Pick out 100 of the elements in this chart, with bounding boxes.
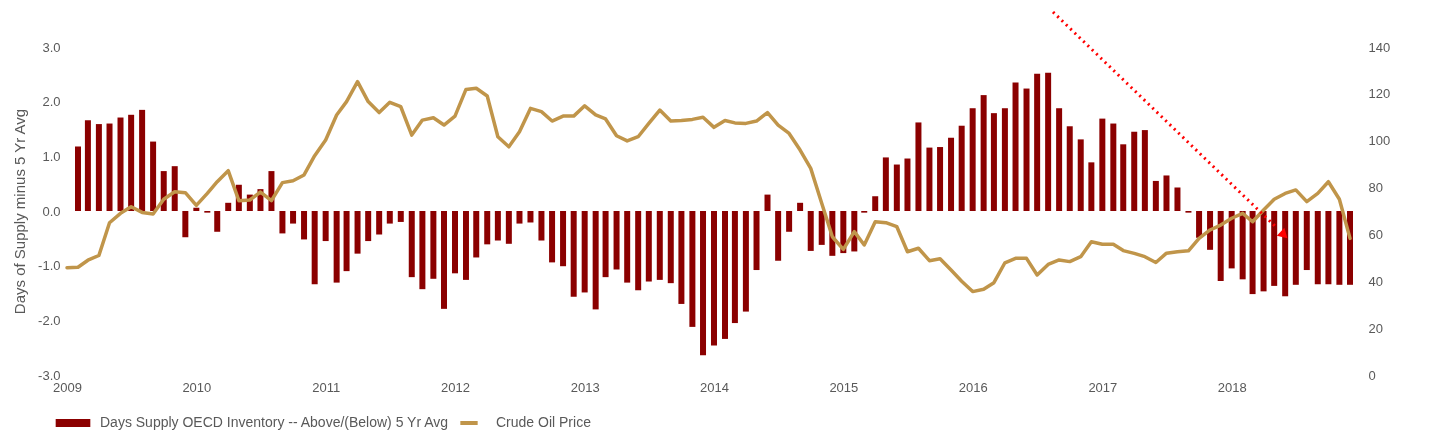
- bar: [731, 211, 738, 324]
- bar: [139, 109, 146, 211]
- y-tick-label: -2.0: [38, 312, 61, 328]
- bar: [1110, 123, 1117, 211]
- bar: [1131, 131, 1138, 211]
- bar: [592, 211, 599, 310]
- y-tick-label: 1.0: [42, 148, 61, 164]
- bar: [753, 211, 760, 271]
- bar: [527, 211, 534, 223]
- bar: [1217, 211, 1224, 281]
- y2-tick-label: 80: [1368, 180, 1383, 196]
- x-tick-label: 2014: [700, 379, 729, 395]
- bar: [624, 211, 631, 283]
- bar: [711, 211, 717, 346]
- bar: [106, 123, 113, 211]
- bar: [560, 211, 567, 267]
- bar: [1336, 211, 1343, 285]
- bar: [689, 211, 696, 327]
- bar: [602, 211, 609, 278]
- bar: [549, 211, 556, 263]
- y-tick-label: 3.0: [42, 39, 61, 55]
- bar: [678, 211, 685, 304]
- bar: [386, 211, 393, 224]
- bar: [1152, 180, 1159, 211]
- bar: [958, 125, 965, 211]
- bar: [937, 147, 944, 211]
- line-series: [65, 79, 1352, 294]
- y-axis-title: Days of Supply minus 5 Yr Avg: [11, 108, 29, 315]
- bar: [84, 120, 91, 211]
- bar: [904, 158, 911, 211]
- bar: [872, 196, 879, 211]
- y2-tick-label: 40: [1368, 273, 1383, 289]
- bar: [667, 211, 674, 284]
- bar: [570, 211, 577, 297]
- bar: [365, 211, 372, 242]
- bar: [1045, 72, 1052, 211]
- y-tick-label: 0.0: [42, 203, 61, 219]
- bar: [1271, 211, 1278, 286]
- bar: [926, 147, 933, 211]
- bar: [969, 108, 976, 211]
- bar: [1141, 130, 1148, 211]
- bar: [1077, 139, 1084, 211]
- bar: [893, 164, 900, 211]
- bar: [948, 137, 955, 211]
- bar: [1239, 211, 1246, 280]
- bar: [613, 211, 620, 270]
- x-tick-label: 2011: [312, 379, 341, 395]
- bar: [376, 211, 383, 235]
- bar: [516, 211, 523, 224]
- bar: [1325, 211, 1332, 285]
- bar: [462, 211, 469, 280]
- x-tick-label: 2013: [570, 379, 600, 395]
- bar: [117, 117, 124, 211]
- y-tick-label: 2.0: [42, 94, 61, 110]
- bar: [225, 202, 232, 211]
- bar: [538, 211, 545, 241]
- bar: [1099, 118, 1106, 211]
- bar: [915, 122, 922, 211]
- bar: [1012, 82, 1019, 211]
- bar: [279, 211, 286, 234]
- bar: [1034, 73, 1041, 211]
- bar: [1196, 211, 1203, 238]
- y2-tick-label: 120: [1368, 86, 1391, 102]
- bar: [635, 211, 642, 291]
- bar: [1163, 175, 1170, 211]
- bar: [1249, 211, 1256, 295]
- bar: [150, 141, 157, 211]
- bar: [656, 211, 663, 280]
- y2-tick-label: 140: [1368, 39, 1391, 55]
- bar: [441, 211, 447, 309]
- bar: [182, 211, 189, 238]
- bar: [700, 211, 707, 356]
- bar: [1120, 144, 1127, 211]
- legend-label: Days Supply OECD Inventory -- Above/(Below) 5 Yr Avg: [100, 414, 449, 430]
- bar: [1228, 211, 1235, 269]
- bar: [451, 211, 458, 274]
- bar: [430, 211, 437, 279]
- bar: [74, 146, 81, 211]
- y-tick-label: -1.0: [38, 258, 61, 274]
- y2-tick-label: 100: [1368, 133, 1391, 149]
- bar: [484, 211, 491, 245]
- bar: [128, 114, 135, 211]
- bar: [786, 211, 793, 232]
- legend-label: Crude Oil Price: [496, 414, 592, 430]
- x-tick-label: 2010: [182, 379, 212, 395]
- y2-tick-label: 20: [1368, 320, 1383, 336]
- bar: [990, 113, 997, 211]
- x-tick-label: 2015: [829, 379, 859, 395]
- bar: [1314, 211, 1321, 285]
- bar: [645, 211, 652, 282]
- bar: [397, 211, 404, 222]
- bar: [494, 211, 501, 241]
- bar: [1056, 108, 1063, 211]
- bar: [1260, 211, 1267, 292]
- bar: [882, 157, 889, 211]
- bar: [322, 211, 329, 242]
- bar: [301, 211, 308, 240]
- x-tick-label: 2017: [1088, 379, 1118, 395]
- y2-tick-label: 60: [1368, 226, 1383, 242]
- x-tick-label: 2012: [441, 379, 470, 395]
